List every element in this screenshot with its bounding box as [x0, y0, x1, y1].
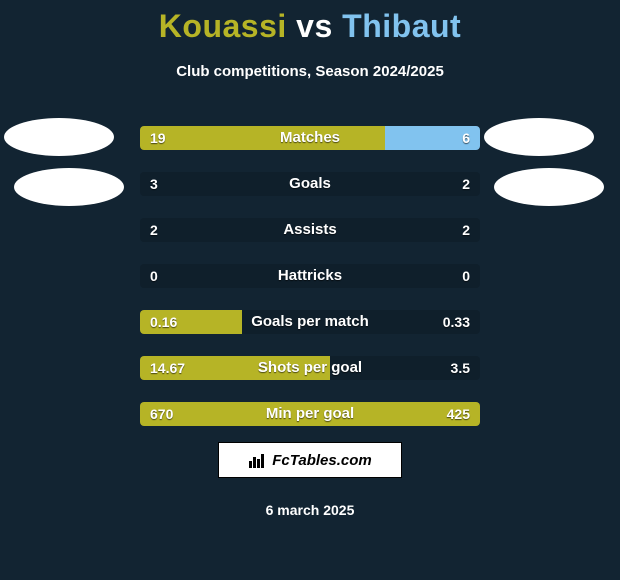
- stat-label: Assists: [140, 218, 480, 242]
- stat-value-left: 2: [150, 218, 158, 242]
- page-title: Kouassi vs Thibaut: [0, 0, 620, 45]
- comparison-card: Kouassi vs Thibaut Club competitions, Se…: [0, 0, 620, 580]
- stat-row: Shots per goal14.673.5: [140, 356, 480, 380]
- footer-text: FcTables.com: [272, 452, 371, 469]
- bar-left: [140, 126, 385, 150]
- avatar: [4, 118, 114, 156]
- stat-row: Matches196: [140, 126, 480, 150]
- bar-left: [140, 356, 330, 380]
- stat-value-right: 0.33: [443, 310, 470, 334]
- title-vs: vs: [296, 8, 333, 44]
- date-text: 6 march 2025: [0, 502, 620, 518]
- stat-value-right: 0: [462, 264, 470, 288]
- stat-rows: Matches196Goals32Assists22Hattricks00Goa…: [140, 126, 480, 448]
- title-player2: Thibaut: [342, 8, 461, 44]
- bar-left: [140, 402, 480, 426]
- footer-attribution: FcTables.com: [218, 442, 402, 478]
- stat-value-right: 2: [462, 218, 470, 242]
- stat-value-right: 3.5: [451, 356, 470, 380]
- avatar: [484, 118, 594, 156]
- avatar: [14, 168, 124, 206]
- subtitle: Club competitions, Season 2024/2025: [0, 63, 620, 80]
- stat-row: Assists2 2: [140, 218, 480, 242]
- stat-row: Goals3 2: [140, 172, 480, 196]
- stat-row: Hattricks0 0: [140, 264, 480, 288]
- stat-value-left: 3: [150, 172, 158, 196]
- stat-label: Hattricks: [140, 264, 480, 288]
- title-player1: Kouassi: [159, 8, 287, 44]
- stat-value-right: 2: [462, 172, 470, 196]
- stat-label: Goals: [140, 172, 480, 196]
- bar-left: [140, 310, 242, 334]
- avatar: [494, 168, 604, 206]
- stat-value-left: 0: [150, 264, 158, 288]
- stat-row: Min per goal670425: [140, 402, 480, 426]
- stat-row: Goals per match0.160.33: [140, 310, 480, 334]
- bar-right: [385, 126, 480, 150]
- bars-icon: [248, 451, 266, 469]
